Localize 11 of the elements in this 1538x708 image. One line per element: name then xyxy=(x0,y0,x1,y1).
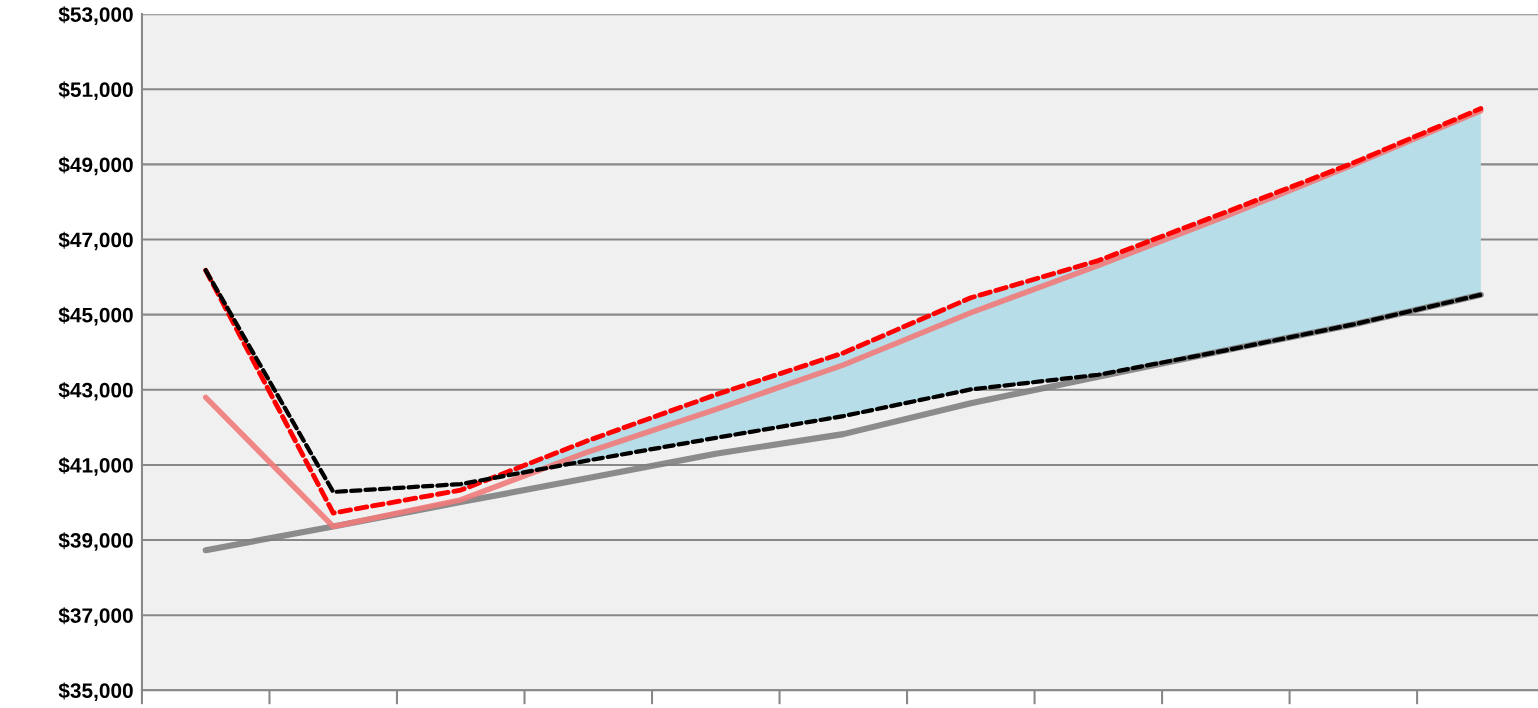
y-tick-label: $51,000 xyxy=(58,81,133,101)
y-tick-label: $43,000 xyxy=(58,381,133,401)
y-tick-label: $49,000 xyxy=(58,156,133,176)
y-tick-label: $47,000 xyxy=(58,231,133,251)
y-tick-label: $53,000 xyxy=(58,6,133,25)
y-tick-label: $39,000 xyxy=(58,532,133,551)
y-tick-label: $45,000 xyxy=(58,306,133,326)
y-tick-label: $37,000 xyxy=(58,607,133,626)
y-tick-label: $41,000 xyxy=(58,457,133,476)
line-series xyxy=(203,268,1483,495)
y-tick-label: $35,000 xyxy=(58,682,133,702)
